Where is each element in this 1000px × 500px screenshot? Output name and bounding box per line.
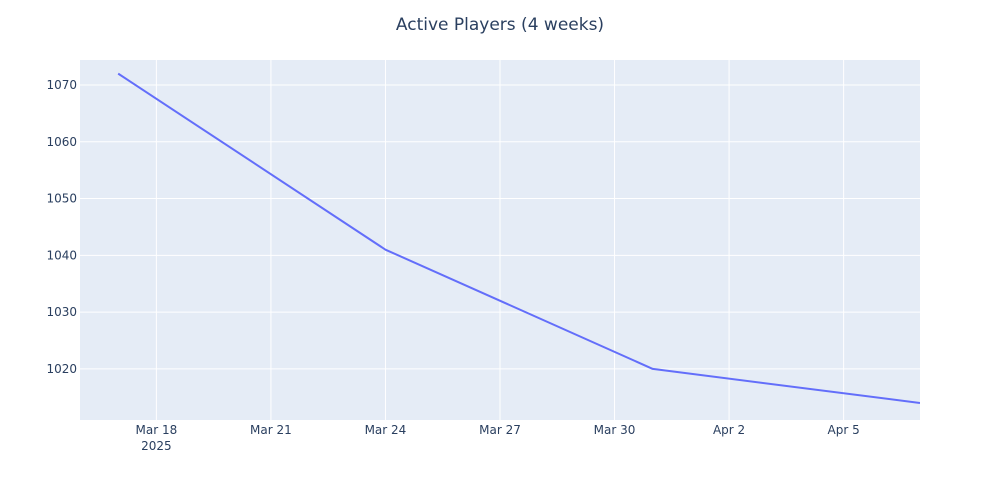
y-tick-label: 1050 bbox=[46, 192, 77, 206]
x-axis-ticks: Mar 18 2025 Mar 21 Mar 24 Mar 27 Mar 30 Apr 2 A… bbox=[135, 423, 859, 453]
y-gridlines bbox=[80, 84, 920, 370]
y-tick-label: 1020 bbox=[46, 362, 77, 376]
y-tick-label: 1060 bbox=[46, 135, 77, 149]
x-tick-label: Apr 2 bbox=[713, 423, 745, 437]
x-tick-label: Mar 21 bbox=[250, 423, 292, 437]
y-axis-ticks: 1020 1030 1040 1050 1060 1070 bbox=[46, 78, 77, 376]
x-tick-label: Mar 27 bbox=[479, 423, 521, 437]
chart-title: Active Players (4 weeks) bbox=[396, 15, 604, 35]
series-line bbox=[117, 72, 920, 404]
y-tick-label: 1030 bbox=[46, 305, 77, 319]
x-tick-label: Mar 18 bbox=[135, 423, 177, 437]
y-tick-label: 1040 bbox=[46, 248, 77, 262]
x-tick-sublabel: 2025 bbox=[141, 439, 172, 453]
x-gridlines bbox=[155, 60, 845, 420]
x-tick-label: Mar 24 bbox=[365, 423, 407, 437]
y-tick-label: 1070 bbox=[46, 78, 77, 92]
x-tick-label: Mar 30 bbox=[594, 423, 636, 437]
x-tick-label: Apr 5 bbox=[828, 423, 860, 437]
series-layer bbox=[117, 72, 921, 404]
